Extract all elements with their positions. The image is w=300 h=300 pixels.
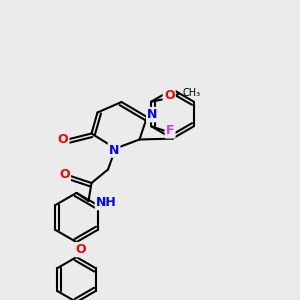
Text: N: N — [109, 143, 119, 157]
Text: O: O — [59, 167, 70, 181]
Text: O: O — [58, 133, 68, 146]
Text: F: F — [166, 124, 174, 137]
Text: O: O — [76, 243, 86, 256]
Text: O: O — [164, 89, 175, 102]
Text: CH₃: CH₃ — [183, 88, 201, 98]
Text: N: N — [147, 108, 158, 121]
Text: NH: NH — [96, 196, 117, 209]
